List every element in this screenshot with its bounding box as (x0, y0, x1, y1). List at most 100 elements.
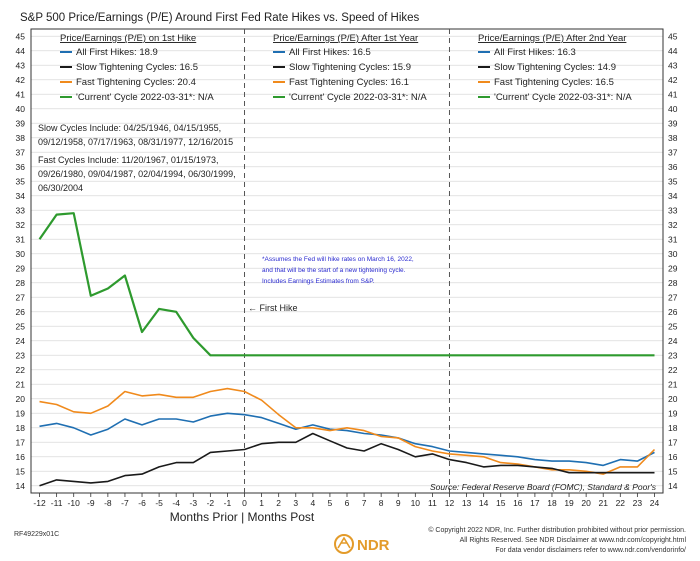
x-tick-label: 1 (259, 498, 264, 508)
x-axis-label: Months Prior | Months Post (170, 510, 315, 524)
y-tick-left: 20 (16, 394, 26, 404)
x-tick-label: 10 (411, 498, 421, 508)
y-tick-right: 29 (668, 263, 678, 273)
y-tick-right: 14 (668, 481, 678, 491)
x-tick-label: -1 (224, 498, 232, 508)
y-tick-left: 21 (16, 379, 26, 389)
y-tick-left: 26 (16, 307, 26, 317)
x-tick-label: 2 (276, 498, 281, 508)
copyright-line-1: © Copyright 2022 NDR, Inc. Further distr… (428, 526, 686, 534)
y-tick-right: 38 (668, 133, 678, 143)
y-tick-right: 45 (668, 31, 678, 41)
y-tick-left: 30 (16, 249, 26, 259)
legend-label-all: All First Hikes: 18.9 (76, 47, 158, 58)
x-tick-label: 17 (530, 498, 540, 508)
series-lines (38, 212, 656, 487)
y-tick-right: 17 (668, 437, 678, 447)
y-tick-left: 37 (16, 147, 26, 157)
x-tick-label: 24 (650, 498, 660, 508)
y-tick-left: 42 (16, 75, 26, 85)
y-tick-left: 14 (16, 481, 26, 491)
first-hike-label: ← First Hike (248, 303, 298, 313)
x-tick-label: -8 (104, 498, 112, 508)
x-tick-label: 14 (479, 498, 489, 508)
x-tick-label: -9 (87, 498, 95, 508)
legend-label-slow: Slow Tightening Cycles: 15.9 (289, 62, 411, 73)
x-tick-label: 23 (633, 498, 643, 508)
legend-label-all: All First Hikes: 16.5 (289, 47, 371, 58)
series-line-all (39, 412, 655, 467)
y-tick-right: 24 (668, 336, 678, 346)
y-tick-left: 18 (16, 423, 26, 433)
note-line-1: *Assumes the Fed will hike rates on Marc… (262, 256, 414, 263)
y-tick-left: 28 (16, 278, 26, 288)
y-tick-right: 42 (668, 75, 678, 85)
y-tick-right: 41 (668, 89, 678, 99)
legend-label-slow: Slow Tightening Cycles: 16.5 (76, 62, 198, 73)
y-tick-left: 36 (16, 162, 26, 172)
x-tick-label: 15 (496, 498, 506, 508)
y-tick-left: 27 (16, 292, 26, 302)
series-line-fast (39, 387, 656, 475)
x-tick-label: 4 (310, 498, 315, 508)
x-tick-label: -4 (172, 498, 180, 508)
x-tick-label: -11 (51, 498, 63, 508)
grid (31, 35, 663, 487)
x-tick-label: -12 (33, 498, 46, 508)
x-tick-label: 22 (616, 498, 626, 508)
note-line-3: Includes Earnings Estimates from S&P. (262, 278, 375, 285)
y-tick-right: 22 (668, 365, 678, 375)
y-tick-left: 33 (16, 205, 26, 215)
legend-title: Price/Earnings (P/E) After 1st Year (273, 33, 418, 44)
y-tick-left: 32 (16, 220, 26, 230)
y-tick-right: 20 (668, 394, 678, 404)
x-tick-label: 9 (396, 498, 401, 508)
y-tick-right: 34 (668, 191, 678, 201)
x-tick-label: -2 (207, 498, 215, 508)
y-tick-right: 32 (668, 220, 678, 230)
y-tick-left: 34 (16, 191, 26, 201)
y-tick-right: 30 (668, 249, 678, 259)
series-line-slow (39, 432, 655, 487)
legend-label-slow: Slow Tightening Cycles: 14.9 (494, 62, 616, 73)
slow-cycles-line-1: Slow Cycles Include: 04/25/1946, 04/15/1… (38, 123, 221, 133)
y-tick-right: 25 (668, 321, 678, 331)
bull-bear-icon (334, 534, 354, 554)
y-tick-left: 25 (16, 321, 26, 331)
y-tick-right: 43 (668, 60, 678, 70)
fast-cycles-line-1: Fast Cycles Include: 11/20/1967, 01/15/1… (38, 155, 218, 165)
x-tick-label: -7 (121, 498, 129, 508)
source-note: Source: Federal Reserve Board (FOMC), St… (430, 482, 657, 492)
y-tick-left: 38 (16, 133, 26, 143)
y-tick-left: 44 (16, 46, 26, 56)
chart-title: S&P 500 Price/Earnings (P/E) Around Firs… (20, 12, 420, 24)
x-tick-label: 11 (428, 498, 437, 508)
x-tick-label: -10 (68, 498, 81, 508)
y-tick-right: 39 (668, 118, 678, 128)
legend-box-1: Price/Earnings (P/E) on 1st Hike All Firs… (60, 33, 214, 103)
y-tick-right: 23 (668, 350, 678, 360)
x-tick-label: -5 (155, 498, 163, 508)
copyright-line-3: For data vendor disclaimers refer to www… (495, 547, 686, 554)
y-tick-left: 17 (16, 437, 26, 447)
x-tick-label: 8 (379, 498, 384, 508)
y-tick-left: 29 (16, 263, 26, 273)
y-tick-left: 15 (16, 466, 26, 476)
copyright-block: © Copyright 2022 NDR, Inc. Further distr… (428, 526, 686, 554)
y-axis-right: 14 15 16 17 18 19 20 21 22 23 24 25 26 27 28 29 30 31 32 33… (668, 31, 678, 491)
slow-cycles-line-2: 09/12/1958, 07/17/1963, 08/31/1977, 12/1… (38, 137, 233, 147)
cycle-annotations: Slow Cycles Include: 04/25/1946, 04/15/1… (38, 123, 236, 193)
y-tick-left: 22 (16, 365, 26, 375)
y-tick-right: 33 (668, 205, 678, 215)
y-tick-left: 35 (16, 176, 26, 186)
legend-title: Price/Earnings (P/E) on 1st Hike (60, 33, 196, 44)
y-tick-right: 36 (668, 162, 678, 172)
y-tick-right: 19 (668, 408, 678, 418)
y-tick-right: 16 (668, 452, 678, 462)
x-tick-label: 18 (547, 498, 557, 508)
x-tick-label: 13 (462, 498, 472, 508)
fast-cycles-line-2: 09/26/1980, 09/04/1987, 02/04/1994, 06/3… (38, 169, 236, 179)
ndr-logo: NDR (334, 534, 390, 554)
x-tick-label: 5 (328, 498, 333, 508)
x-axis: -12 -11 -10 -9 -8 -7 -6 -5 -4 -3 -2 -1 0 1 2 3 4 5 6 7 8 9 10 1… (33, 493, 659, 508)
